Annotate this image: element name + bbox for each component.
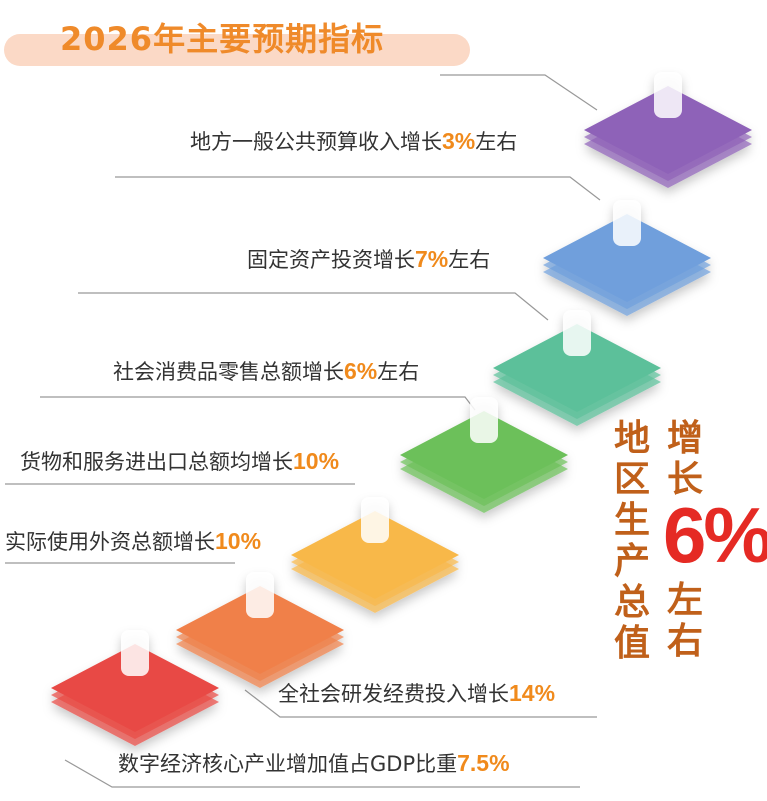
title-banner: [4, 34, 470, 66]
step-4: [400, 397, 568, 513]
page-title: 2026年主要预期指标: [60, 20, 385, 58]
lightbulb-icon: [246, 572, 274, 618]
gdp-label: 地区生产总值: [613, 418, 650, 664]
bar-chart-icon: [613, 200, 641, 246]
indicator-5: 实际使用外资总额增长10%: [5, 528, 262, 554]
step-7: [51, 630, 219, 746]
indicator-6: 全社会研发经费投入增长14%: [278, 680, 556, 706]
indicator-4: 货物和服务进出口总额均增长10%: [20, 448, 340, 474]
indicator-7: 数字经济核心产业增加值占GDP比重7.5%: [118, 750, 510, 776]
indicator-2: 固定资产投资增长7%左右: [247, 246, 491, 272]
gdp-suffix: 左右: [666, 580, 703, 662]
gdp-prefix: 增长: [666, 418, 703, 500]
step-3: [493, 310, 661, 426]
magnifier-icon: [361, 497, 389, 543]
house-icon: [121, 630, 149, 676]
step-2: [543, 200, 711, 316]
yuan-icon: [654, 72, 682, 118]
step-6: [176, 572, 344, 688]
step-5: [291, 497, 459, 613]
gear-icon: [470, 397, 498, 443]
indicator-1: 地方一般公共预算收入增长3%左右: [190, 128, 518, 154]
shopping-tag-icon: [563, 310, 591, 356]
gdp-value: 6%: [663, 491, 767, 579]
step-1: [584, 72, 752, 188]
indicator-3: 社会消费品零售总额增长6%左右: [113, 358, 420, 384]
